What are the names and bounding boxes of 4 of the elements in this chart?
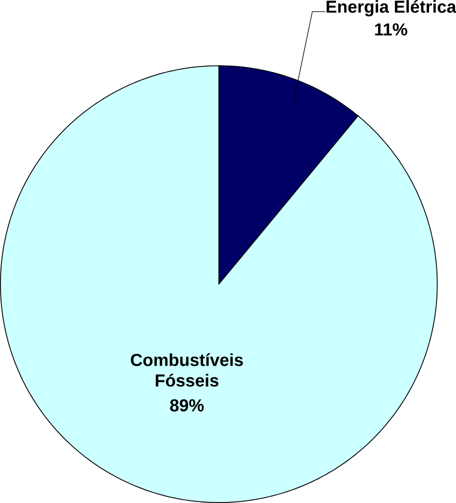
data-label: 89% xyxy=(170,399,204,412)
slice-label: Combustíveis Fósseis xyxy=(130,353,243,387)
data-label: 11% xyxy=(375,23,408,36)
slice-label: Energia Elétrica xyxy=(326,0,456,16)
